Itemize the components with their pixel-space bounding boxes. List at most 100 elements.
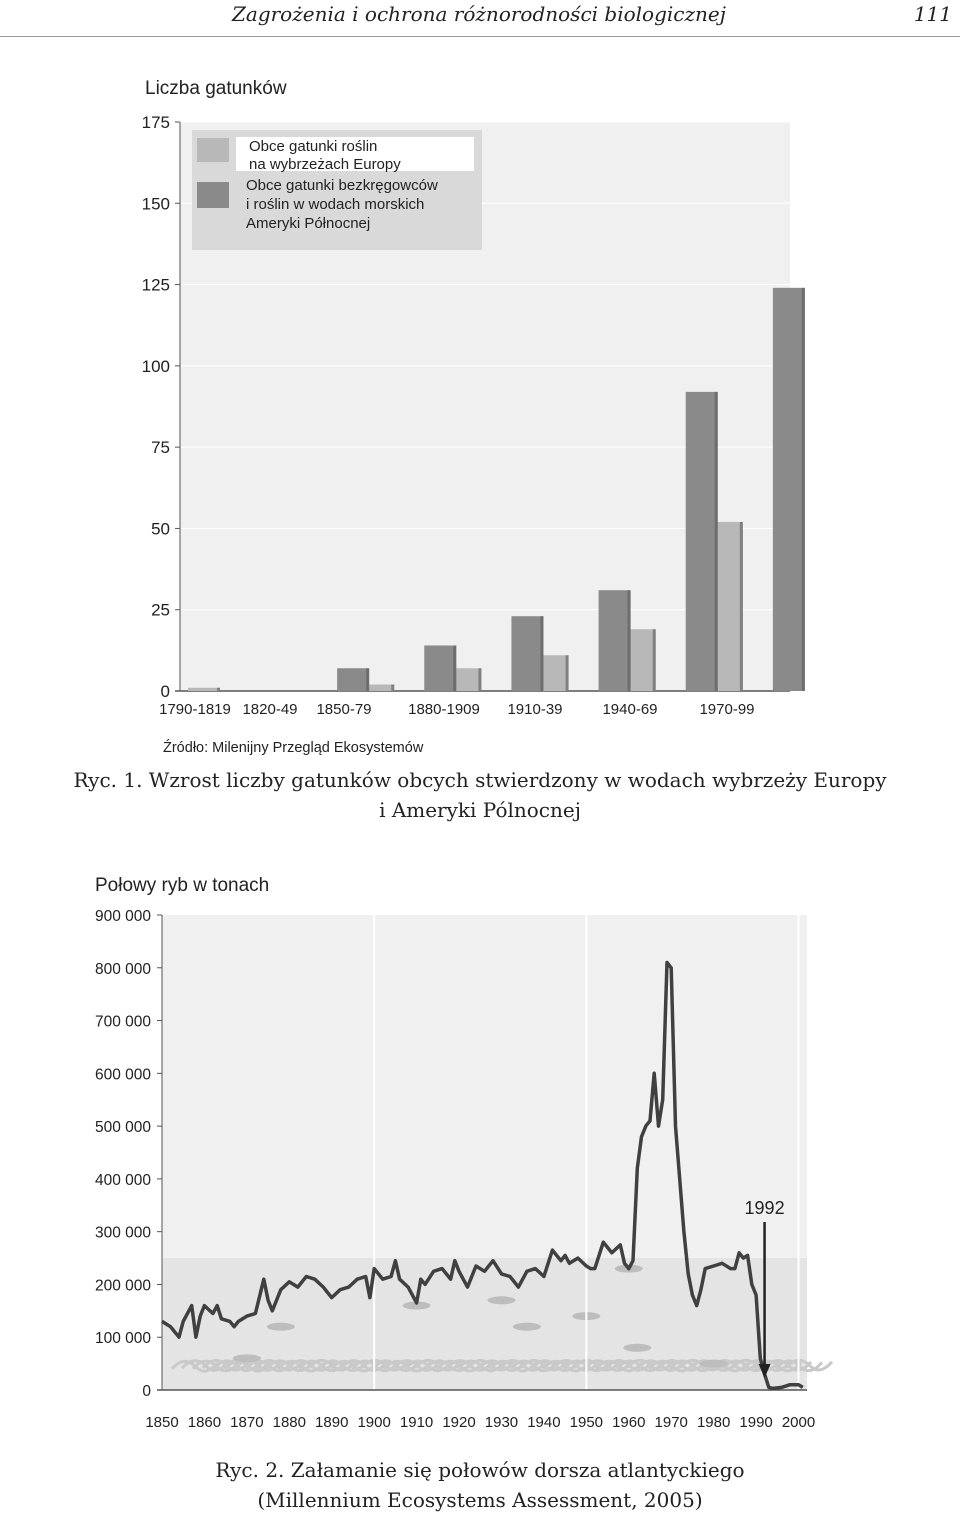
x-tick-label: 1980 bbox=[697, 1414, 730, 1431]
bar-shade bbox=[565, 655, 569, 691]
figure-1-caption: Ryc. 1. Wzrost liczby gatunków obcych st… bbox=[0, 765, 960, 825]
y-tick-label: 175 bbox=[142, 113, 170, 132]
catch-series-line bbox=[161, 960, 804, 1391]
x-tick-label: 1970-99 bbox=[699, 701, 754, 718]
caption-line: Ryc. 1. Wzrost liczby gatunków obcych st… bbox=[73, 768, 887, 792]
fish-decoration bbox=[699, 1359, 728, 1368]
bar bbox=[362, 684, 395, 691]
x-tick-label: 1930 bbox=[485, 1414, 518, 1431]
seaweed-decoration bbox=[254, 1358, 304, 1372]
x-tick-label: 1990 bbox=[739, 1414, 772, 1431]
y-axis-title: Liczba gatunków bbox=[145, 78, 287, 99]
seaweed-decoration bbox=[360, 1358, 410, 1372]
seaweed-decoration bbox=[307, 1358, 357, 1372]
y-tick-label: 75 bbox=[151, 438, 170, 457]
bar-shade bbox=[714, 391, 718, 691]
seaweed-decoration bbox=[731, 1358, 781, 1372]
x-tick-label: 1860 bbox=[188, 1414, 221, 1431]
legend-label: i roślin w wodach morskich bbox=[246, 196, 424, 213]
seaweed-decoration bbox=[625, 1358, 675, 1372]
caption-line: i Ameryki Pólnocnej bbox=[379, 798, 581, 822]
y-tick-label: 600 000 bbox=[95, 1066, 151, 1083]
annotation-label: 1992 bbox=[745, 1198, 785, 1218]
bar bbox=[424, 645, 457, 691]
x-tick-label: 1940 bbox=[527, 1414, 560, 1431]
x-tick-label: 1850 bbox=[145, 1414, 178, 1431]
x-tick-label: 2000 bbox=[782, 1414, 815, 1431]
seaweed-decoration bbox=[413, 1358, 463, 1372]
seaweed-decoration bbox=[222, 1358, 272, 1372]
seaweed-decoration bbox=[784, 1358, 834, 1372]
x-tick-label: 1890 bbox=[315, 1414, 348, 1431]
annotation-arrowhead bbox=[758, 1364, 771, 1378]
x-tick-label: 1900 bbox=[357, 1414, 390, 1431]
bar-shade bbox=[739, 521, 743, 691]
x-tick-label: 1940-69 bbox=[602, 701, 657, 718]
bar-shade bbox=[453, 645, 457, 691]
y-tick-label: 200 000 bbox=[95, 1277, 151, 1294]
fish-decoration bbox=[266, 1322, 295, 1331]
x-tick-label: 1850-79 bbox=[316, 701, 371, 718]
fish-decoration bbox=[487, 1296, 516, 1305]
seaweed-decoration bbox=[466, 1358, 516, 1372]
bar-shade bbox=[801, 287, 805, 691]
page-number: 111 bbox=[913, 2, 952, 26]
legend-label: Obce gatunki roślin bbox=[249, 138, 377, 155]
x-tick-label: 1960 bbox=[612, 1414, 645, 1431]
bar-shade bbox=[366, 668, 370, 691]
legend-label: na wybrzeżach Europy bbox=[249, 156, 401, 173]
fish-decoration bbox=[402, 1301, 431, 1310]
x-tick-label: 1910 bbox=[400, 1414, 433, 1431]
y-tick-label: 400 000 bbox=[95, 1172, 151, 1189]
legend-label-bg bbox=[236, 137, 474, 171]
x-tick-label: 1820-49 bbox=[242, 701, 297, 718]
bar bbox=[511, 616, 544, 691]
caption-line: Ryc. 2. Załamanie się połowów dorsza atl… bbox=[215, 1458, 745, 1482]
legend-swatch bbox=[197, 138, 229, 162]
figure-2-caption: Ryc. 2. Załamanie się połowów dorsza atl… bbox=[0, 1455, 960, 1515]
y-tick-label: 100 bbox=[142, 357, 170, 376]
y-axis-title: Połowy ryb w tonach bbox=[95, 875, 269, 896]
caption-line: (Millennium Ecosystems Assessment, 2005) bbox=[257, 1488, 703, 1512]
y-tick-label: 900 000 bbox=[95, 908, 151, 925]
x-tick-label: 1920 bbox=[442, 1414, 475, 1431]
legend-label: Obce gatunki bezkręgowców bbox=[246, 177, 438, 194]
fish-decoration bbox=[232, 1354, 261, 1363]
fish-decoration bbox=[623, 1343, 652, 1352]
y-tick-label: 700 000 bbox=[95, 1014, 151, 1031]
bar-shade bbox=[478, 668, 482, 691]
y-tick-label: 100 000 bbox=[95, 1330, 151, 1347]
seaweed-decoration bbox=[572, 1358, 622, 1372]
x-tick-label: 1910-39 bbox=[507, 701, 562, 718]
legend-swatch bbox=[197, 182, 229, 208]
bar bbox=[772, 287, 805, 691]
legend-label: Ameryki Północnej bbox=[246, 215, 370, 232]
y-tick-label: 150 bbox=[142, 194, 170, 213]
running-title: Zagrożenia i ochrona różnorodności biolo… bbox=[232, 2, 726, 26]
y-tick-label: 0 bbox=[161, 682, 170, 701]
y-tick-label: 500 000 bbox=[95, 1119, 151, 1136]
y-tick-label: 0 bbox=[142, 1383, 151, 1400]
bar-shade bbox=[652, 629, 656, 691]
bar-shade bbox=[391, 684, 395, 691]
x-tick-label: 1950 bbox=[570, 1414, 603, 1431]
bar bbox=[188, 687, 220, 691]
bar-shade bbox=[627, 590, 631, 691]
figure-source: Źródło: Milenijny Przegląd Ekosystemów bbox=[163, 739, 424, 756]
figure-1-bar-chart: Liczba gatunków 0 25 50 75 100 125 150 175 1790-… bbox=[142, 78, 805, 756]
x-tick-label: 1880-1909 bbox=[408, 701, 480, 718]
y-tick-label: 125 bbox=[142, 276, 170, 295]
y-tick-label: 800 000 bbox=[95, 961, 151, 978]
y-tick-label: 50 bbox=[151, 519, 170, 538]
x-tick-label: 1970 bbox=[655, 1414, 688, 1431]
bar bbox=[449, 668, 482, 691]
page-header: Zagrożenia i ochrona różnorodności biolo… bbox=[0, 0, 960, 37]
bar bbox=[598, 590, 631, 691]
bar bbox=[685, 391, 718, 691]
x-tick-label: 1790-1819 bbox=[159, 701, 231, 718]
x-tick-label: 1870 bbox=[230, 1414, 263, 1431]
fish-decoration bbox=[512, 1322, 541, 1331]
bar-shade bbox=[540, 616, 544, 691]
